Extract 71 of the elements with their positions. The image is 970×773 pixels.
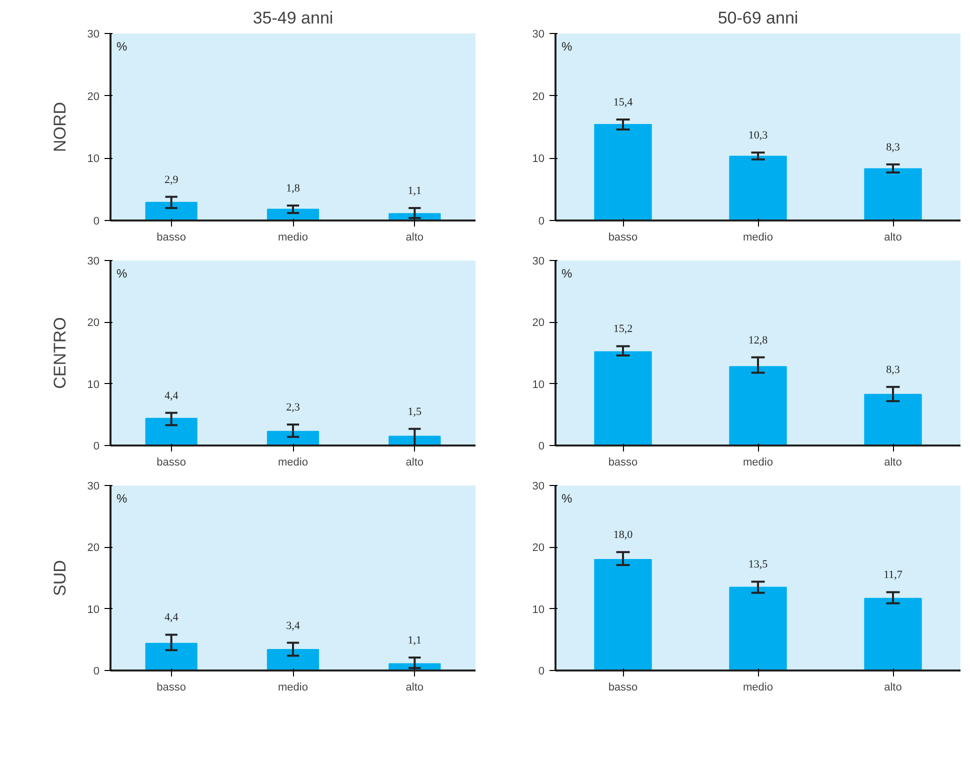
y-tick-label: 10 <box>532 153 545 166</box>
y-axis-title: % <box>116 492 128 506</box>
data-label: 10,3 <box>748 130 768 142</box>
y-axis-title: % <box>562 40 572 54</box>
data-label: 12,8 <box>748 334 768 346</box>
y-axis-title: % <box>116 40 128 54</box>
data-label: 8,3 <box>886 141 900 154</box>
data-label: 4,4 <box>164 390 179 402</box>
y-tick-label: 20 <box>532 317 545 330</box>
y-tick-label: 30 <box>87 28 100 40</box>
text: NORD <box>50 102 70 152</box>
y-tick-label: 10 <box>532 378 545 391</box>
y-tick-label: 0 <box>538 216 545 228</box>
y-tick-label: 30 <box>87 256 100 268</box>
x-tick-label: medio <box>278 232 308 244</box>
data-label: 1,1 <box>408 634 422 647</box>
data-label: 1,5 <box>408 406 422 418</box>
x-tick-label: alto <box>406 682 424 694</box>
x-tick-label: medio <box>743 456 773 468</box>
data-label: 1,1 <box>408 185 422 198</box>
x-tick-label: basso <box>608 682 638 694</box>
y-tick-label: 30 <box>87 480 100 492</box>
x-tick-label: medio <box>278 682 308 694</box>
x-tick-label: medio <box>278 456 308 468</box>
y-tick-label: 20 <box>87 317 100 330</box>
x-tick-label: alto <box>406 456 424 468</box>
x-tick-label: basso <box>608 232 638 244</box>
data-label: 1,8 <box>286 182 300 195</box>
x-tick-label: alto <box>884 682 902 694</box>
y-tick-label: 10 <box>87 378 100 391</box>
data-label: 3,4 <box>286 620 300 632</box>
y-axis-title: % <box>116 266 128 280</box>
data-label: 11,7 <box>884 569 903 582</box>
text: SUD <box>50 560 70 596</box>
y-tick-label: 30 <box>532 256 545 268</box>
y-tick-label: 30 <box>532 480 545 492</box>
x-tick-label: basso <box>156 232 186 244</box>
text: CENTRO <box>50 317 70 389</box>
y-tick-label: 10 <box>87 153 100 166</box>
y-tick-label: 10 <box>532 604 545 616</box>
data-label: 2,9 <box>164 174 179 186</box>
data-label: 4,4 <box>164 612 179 624</box>
y-tick-label: 0 <box>93 216 100 228</box>
data-label: 15,4 <box>613 96 634 109</box>
y-tick-label: 0 <box>538 666 545 678</box>
x-tick-label: basso <box>156 682 186 694</box>
data-label: 2,3 <box>286 402 300 414</box>
x-tick-label: medio <box>743 232 773 244</box>
y-tick-label: 0 <box>538 440 545 452</box>
y-tick-label: 20 <box>532 90 545 103</box>
y-tick-label: 0 <box>93 440 100 452</box>
y-axis-title: % <box>562 492 572 506</box>
y-axis-title: % <box>562 266 572 280</box>
x-tick-label: alto <box>406 232 424 244</box>
data-label: 18,0 <box>613 529 634 542</box>
chart-title: 35-49 anni <box>252 8 334 28</box>
y-tick-label: 20 <box>87 542 100 554</box>
data-label: 15,2 <box>613 323 633 336</box>
y-tick-label: 0 <box>93 666 100 678</box>
data-label: 13,5 <box>748 558 768 571</box>
y-tick-label: 20 <box>87 90 100 103</box>
x-tick-label: basso <box>608 456 638 468</box>
y-tick-label: 20 <box>532 542 545 554</box>
y-tick-label: 10 <box>87 604 100 616</box>
data-label: 8,3 <box>886 364 900 376</box>
x-tick-label: alto <box>884 456 902 468</box>
x-tick-label: basso <box>156 456 186 468</box>
y-tick-label: 30 <box>532 28 545 40</box>
chart-title: 50-69 anni <box>718 8 798 28</box>
x-tick-label: alto <box>884 232 902 244</box>
x-tick-label: medio <box>743 682 773 694</box>
